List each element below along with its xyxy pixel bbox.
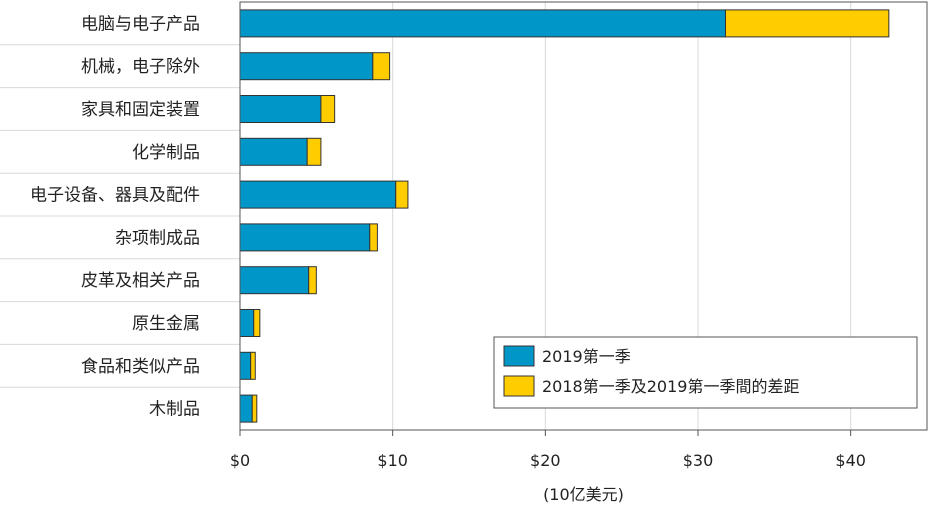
x-tick-label-4: $40	[835, 451, 866, 470]
legend-label-0: 2019第一季	[542, 347, 631, 366]
category-label-2: 家具和固定装置	[81, 100, 200, 120]
x-tick-label-0: $0	[230, 451, 250, 470]
category-label-4: 电子设备、器具及配件	[30, 186, 200, 206]
axes	[0, 1, 928, 436]
category-label-5: 杂项制成品	[115, 228, 200, 248]
category-label-1: 机械，电子除外	[81, 57, 200, 77]
bar-0-9	[239, 394, 253, 423]
bar-0-7	[239, 309, 255, 337]
bar-1-0	[724, 9, 890, 38]
category-label-7: 原生金属	[132, 314, 200, 334]
bar-1-3	[306, 137, 322, 166]
bar-0-4	[239, 180, 397, 209]
bar-0-3	[239, 137, 308, 166]
legend-swatch-1	[503, 375, 535, 397]
category-label-3: 化学制品	[132, 143, 200, 163]
bar-1-1	[372, 52, 391, 81]
bar-1-5	[369, 223, 378, 252]
x-tick-label-1: $10	[377, 451, 408, 470]
bar-1-7	[253, 309, 261, 337]
category-labels: 电脑与电子产品机械，电子除外家具和固定装置化学制品电子设备、器具及配件杂项制成品…	[30, 14, 200, 419]
category-label-8: 食品和类似产品	[81, 357, 200, 377]
legend: 2019第一季 2018第一季及2019第一季間的差距	[493, 336, 918, 409]
bar-1-4	[395, 180, 409, 209]
plot-frame	[239, 1, 928, 431]
legend-label-1: 2018第一季及2019第一季間的差距	[542, 377, 799, 396]
legend-box	[493, 336, 918, 409]
category-label-0: 电脑与电子产品	[81, 14, 200, 34]
x-axis-title: (10亿美元)	[543, 485, 624, 504]
bar-0-6	[239, 266, 310, 295]
x-tick-label-3: $30	[683, 451, 714, 470]
bar-0-5	[239, 223, 371, 252]
bar-0-2	[239, 95, 322, 123]
bar-1-8	[250, 351, 256, 380]
bar-1-6	[308, 266, 317, 295]
bar-0-8	[239, 351, 252, 380]
category-label-9: 木制品	[149, 400, 200, 420]
bar-0-0	[239, 9, 726, 38]
x-tick-label-2: $20	[530, 451, 561, 470]
bar-1-2	[320, 95, 336, 123]
x-tick-labels: $0 $10 $20 $30 $40	[230, 451, 866, 470]
category-label-6: 皮革及相关产品	[81, 271, 200, 291]
legend-swatch-0	[503, 345, 535, 367]
bar-1-9	[251, 394, 258, 423]
bars	[239, 9, 890, 423]
bar-0-1	[239, 52, 374, 81]
